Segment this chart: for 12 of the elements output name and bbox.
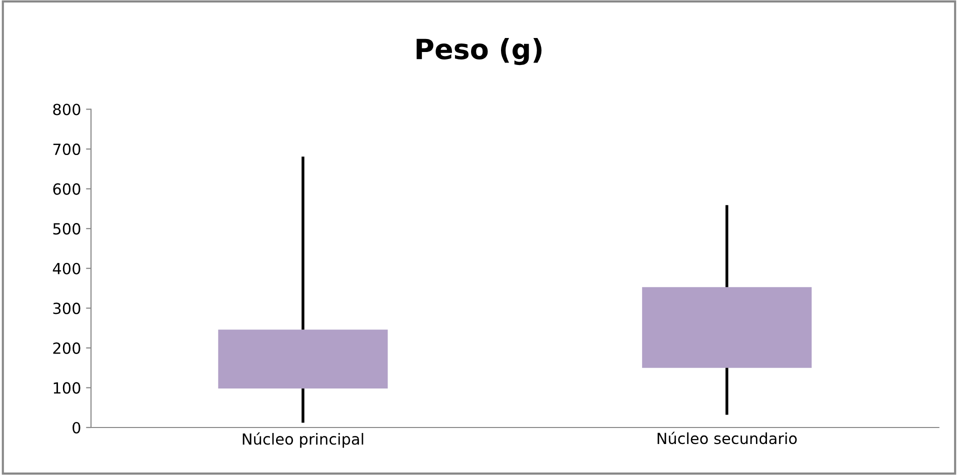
y-tick-label: 500 (53, 223, 80, 235)
x-tick-label: Núcleo principal (242, 432, 364, 448)
y-tick-label: 300 (53, 302, 80, 314)
chart-title: Peso (g) (416, 38, 542, 66)
y-tick-label: 0 (72, 422, 80, 434)
y-tick-label: 700 (53, 143, 80, 156)
y-tick-label: 600 (53, 183, 80, 195)
y-tick-label: 400 (52, 262, 80, 274)
y-tick-label: 800 (53, 104, 80, 116)
y-tick-label: 100 (54, 382, 80, 394)
x-tick-label: Núcleo secundario (658, 432, 797, 444)
y-tick-label: 200 (53, 342, 80, 354)
